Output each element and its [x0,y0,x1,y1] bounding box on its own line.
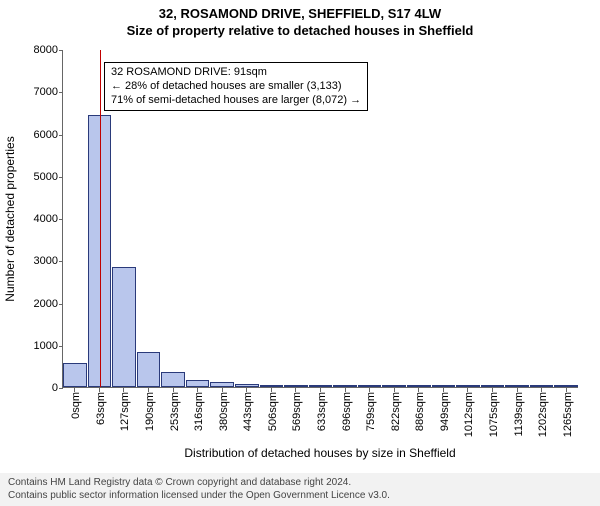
histogram-bar [112,267,136,387]
x-tick-label: 822sqm [390,392,402,431]
histogram-bar [554,385,578,387]
y-tick-label: 3000 [18,255,58,267]
y-tick-mark [59,219,63,220]
x-tick-label: 1012sqm [463,392,475,437]
y-axis-label: Number of detached properties [3,136,17,301]
x-tick-label: 696sqm [341,392,353,431]
x-tick-label: 759sqm [365,392,377,431]
page-title-address: 32, ROSAMOND DRIVE, SHEFFIELD, S17 4LW [0,6,600,21]
x-tick-label: 949sqm [439,392,451,431]
y-tick-label: 6000 [18,129,58,141]
callout-line-property: 32 ROSAMOND DRIVE: 91sqm [111,66,361,80]
y-tick-label: 1000 [18,340,58,352]
x-tick-label: 190sqm [144,392,156,431]
y-tick-label: 4000 [18,213,58,225]
x-tick-label: 0sqm [70,392,82,419]
histogram-bar [333,385,357,387]
histogram-bar [481,385,505,387]
x-tick-label: 443sqm [242,392,254,431]
histogram-bar [260,385,284,387]
histogram-chart: Number of detached properties Distributi… [62,50,578,388]
histogram-bar [382,385,406,387]
histogram-bar [186,380,210,387]
y-tick-label: 0 [18,382,58,394]
histogram-bar [358,385,382,387]
callout-box: 32 ROSAMOND DRIVE: 91sqm ← 28% of detach… [104,62,368,111]
x-tick-label: 886sqm [414,392,426,431]
y-tick-mark [59,92,63,93]
footer-attribution: Contains HM Land Registry data © Crown c… [0,473,600,506]
y-tick-mark [59,135,63,136]
x-tick-label: 316sqm [193,392,205,431]
histogram-bar [235,384,259,387]
x-tick-label: 1139sqm [513,392,525,436]
y-tick-mark [59,346,63,347]
x-tick-label: 253sqm [169,392,181,431]
callout-line-smaller: ← 28% of detached houses are smaller (3,… [111,80,361,94]
property-marker-line [100,50,101,387]
x-tick-label: 569sqm [291,392,303,431]
x-tick-label: 380sqm [218,392,230,431]
y-tick-mark [59,50,63,51]
footer-line2: Contains public sector information licen… [8,490,592,503]
histogram-bar [210,382,234,387]
histogram-bar [456,385,480,387]
callout-line-larger: 71% of semi-detached houses are larger (… [111,94,361,108]
histogram-bar [309,385,333,387]
x-tick-label: 1202sqm [537,392,549,437]
y-tick-label: 2000 [18,298,58,310]
x-tick-label: 1265sqm [562,392,574,437]
histogram-bar [505,385,529,387]
x-axis-label: Distribution of detached houses by size … [184,446,455,460]
histogram-bar [161,372,185,387]
y-tick-mark [59,261,63,262]
y-tick-label: 8000 [18,44,58,56]
histogram-bar [530,385,554,387]
y-tick-label: 7000 [18,86,58,98]
x-tick-label: 1075sqm [488,392,500,437]
y-tick-mark [59,304,63,305]
x-tick-label: 633sqm [316,392,328,431]
histogram-bar [284,385,308,387]
histogram-bar [432,385,456,387]
histogram-bar [407,385,431,387]
x-tick-label: 506sqm [267,392,279,431]
x-tick-label: 63sqm [95,392,107,425]
y-tick-mark [59,388,63,389]
histogram-bar [63,363,87,387]
x-tick-label: 127sqm [119,392,131,431]
y-tick-mark [59,177,63,178]
page-title-subtitle: Size of property relative to detached ho… [0,23,600,38]
histogram-bar [137,352,161,387]
y-tick-label: 5000 [18,171,58,183]
footer-line1: Contains HM Land Registry data © Crown c… [8,477,592,490]
